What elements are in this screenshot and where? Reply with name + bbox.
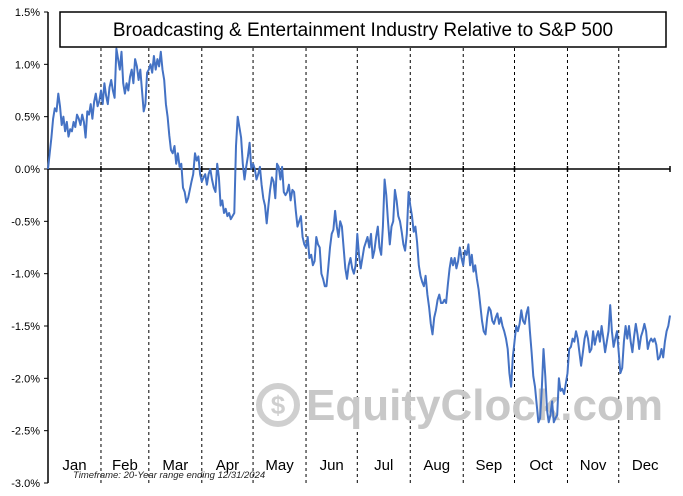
x-tick-label: Dec [632, 457, 659, 474]
series-layer [47, 47, 671, 424]
y-tick-label: 1.0% [15, 59, 40, 71]
y-tick-label: 0.0% [15, 164, 40, 176]
x-tick-label: Apr [216, 457, 239, 474]
x-tick-label: Sep [476, 457, 503, 474]
x-tick-label: Jul [374, 457, 393, 474]
svg-text:$: $ [271, 390, 286, 420]
y-tick-label: -1.5% [11, 321, 40, 333]
x-tick-label: Mar [162, 457, 188, 474]
axes: Jan Feb Mar Apr May Jun Jul Aug Sep Oct Nov Dec 1.5%… [11, 7, 671, 490]
y-tick-label: -0.5% [11, 216, 40, 228]
x-tick-label: Jan [62, 457, 86, 474]
title-border [59, 11, 667, 48]
y-tick-label: -1.0% [11, 269, 40, 281]
series-line [47, 47, 671, 424]
y-tick-label: -3.0% [11, 478, 40, 490]
x-tick-label: Aug [423, 457, 450, 474]
x-tick-label: May [265, 457, 294, 474]
x-tick-label: Oct [529, 457, 553, 474]
x-tick-label: Feb [112, 457, 138, 474]
y-tick-label: -2.5% [11, 426, 40, 438]
grid [100, 12, 620, 483]
chart-title: Broadcasting & Entertainment Industry Re… [113, 20, 613, 41]
title-box: Broadcasting & Entertainment Industry Re… [59, 11, 667, 48]
x-tick-label: Jun [320, 457, 344, 474]
watermark-logo-icon: $ [256, 383, 300, 427]
y-tick-label: -2.0% [11, 373, 40, 385]
timeframe-note: Timeframe: 20-Year range ending 12/31/20… [73, 470, 265, 481]
watermark: $ EquityClock.com [256, 381, 663, 430]
y-tick-label: 1.5% [15, 7, 40, 19]
x-tick-label: Nov [580, 457, 607, 474]
y-tick-label: 0.5% [15, 112, 40, 124]
watermark-text: EquityClock.com [306, 381, 663, 430]
